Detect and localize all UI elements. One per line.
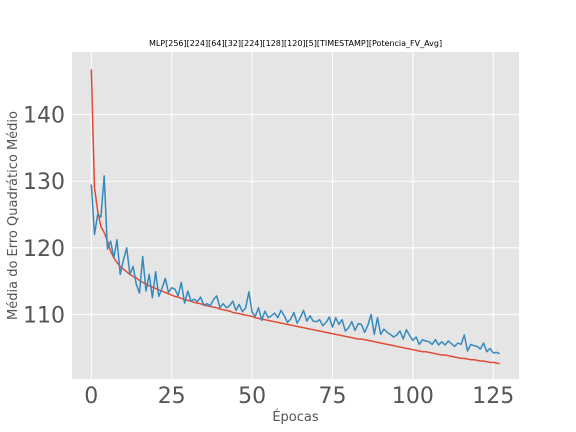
x-tick-label: 0 <box>84 384 98 409</box>
chart-title: MLP[256][224][64][32][224][128][120][5][… <box>149 39 442 48</box>
plot-background <box>72 52 519 379</box>
y-tick-label: 110 <box>23 303 65 328</box>
series-layer <box>90 69 500 365</box>
x-tick-label: 50 <box>238 384 266 409</box>
x-tick-label: 125 <box>472 384 514 409</box>
x-axis-label: Épocas <box>272 409 319 425</box>
y-axis-label: Média do Erro Quadrático Médio <box>6 111 21 320</box>
x-tick-label: 100 <box>392 384 434 409</box>
series-line-1 <box>90 69 500 365</box>
y-tick-label: 130 <box>23 170 65 195</box>
x-tick-label: 75 <box>318 384 346 409</box>
series-line-2 <box>90 175 500 355</box>
tick-labels: 0 25 50 75 100 125 110 120 130 140 <box>23 104 514 409</box>
y-tick-label: 140 <box>23 104 65 129</box>
x-tick-label: 25 <box>158 384 186 409</box>
y-tick-label: 120 <box>23 237 65 262</box>
grid <box>72 52 519 379</box>
